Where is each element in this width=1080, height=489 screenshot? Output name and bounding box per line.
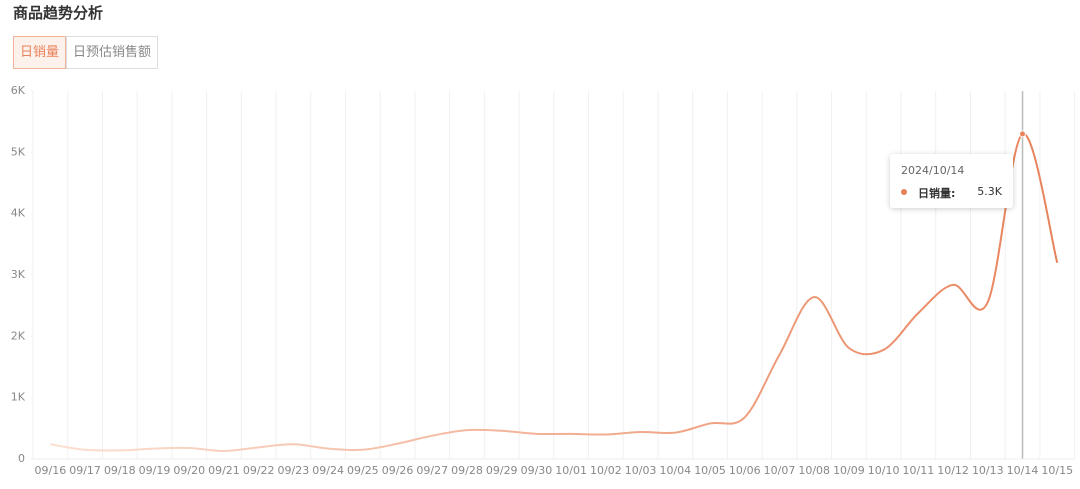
x-tick-label: 09/25 [347, 464, 379, 477]
x-tick-label: 09/28 [451, 464, 483, 477]
x-tick-label: 10/15 [1041, 464, 1073, 477]
x-tick-label: 10/03 [625, 464, 657, 477]
x-tick-label: 10/05 [694, 464, 726, 477]
x-tick-label: 10/02 [590, 464, 622, 477]
tab-bar: 日销量 日预估销售额 [13, 36, 159, 69]
y-tick-label: 3K [11, 268, 26, 281]
x-tick-label: 10/08 [798, 464, 830, 477]
tooltip-label: 日销量: [918, 187, 956, 200]
x-tick-label: 10/09 [833, 464, 865, 477]
x-tick-label: 10/04 [659, 464, 691, 477]
x-tick-label: 10/11 [903, 464, 935, 477]
x-tick-label: 09/27 [416, 464, 448, 477]
y-tick-label: 0 [18, 452, 25, 465]
line [50, 132, 1059, 453]
x-tick-label: 10/14 [1007, 464, 1039, 477]
x-tick-label: 10/07 [764, 464, 796, 477]
y-tick-label: 6K [11, 84, 26, 97]
x-tick-label: 10/01 [555, 464, 587, 477]
x-tick-label: 09/24 [312, 464, 344, 477]
tab[interactable]: 日预估销售额 [66, 36, 159, 69]
x-tick-label: 09/20 [173, 464, 205, 477]
x-tick-label: 09/17 [69, 464, 101, 477]
tooltip: 2024/10/14 日销量: 5.3K [890, 154, 1013, 208]
x-tick-label: 09/29 [486, 464, 518, 477]
x-tick-label: 09/30 [521, 464, 553, 477]
x-tick-label: 10/06 [729, 464, 761, 477]
x-tick-label: 09/26 [382, 464, 414, 477]
page-title: 商品趋势分析 [13, 4, 104, 22]
x-tick-label: 10/12 [937, 464, 969, 477]
x-tick-label: 10/10 [868, 464, 900, 477]
x-tick-label: 09/21 [208, 464, 240, 477]
x-tick-label: 09/16 [35, 464, 67, 477]
tooltip-title: 2024/10/14 [901, 164, 965, 177]
y-tick-label: 1K [11, 391, 26, 404]
x-tick-label: 09/19 [139, 464, 171, 477]
y-tick-label: 2K [11, 329, 26, 342]
x-tick-label: 09/18 [104, 464, 136, 477]
y-tick-label: 4K [11, 207, 26, 220]
tooltip-value: 5.3K [977, 185, 1002, 198]
x-tick-label: 10/13 [972, 464, 1004, 477]
x-tick-label: 09/22 [243, 464, 275, 477]
y-tick-label: 5K [11, 145, 26, 158]
tooltip-dot [901, 189, 907, 195]
tab[interactable]: 日销量 [13, 36, 67, 69]
x-tick-label: 09/23 [278, 464, 310, 477]
hover-point [1019, 130, 1027, 138]
